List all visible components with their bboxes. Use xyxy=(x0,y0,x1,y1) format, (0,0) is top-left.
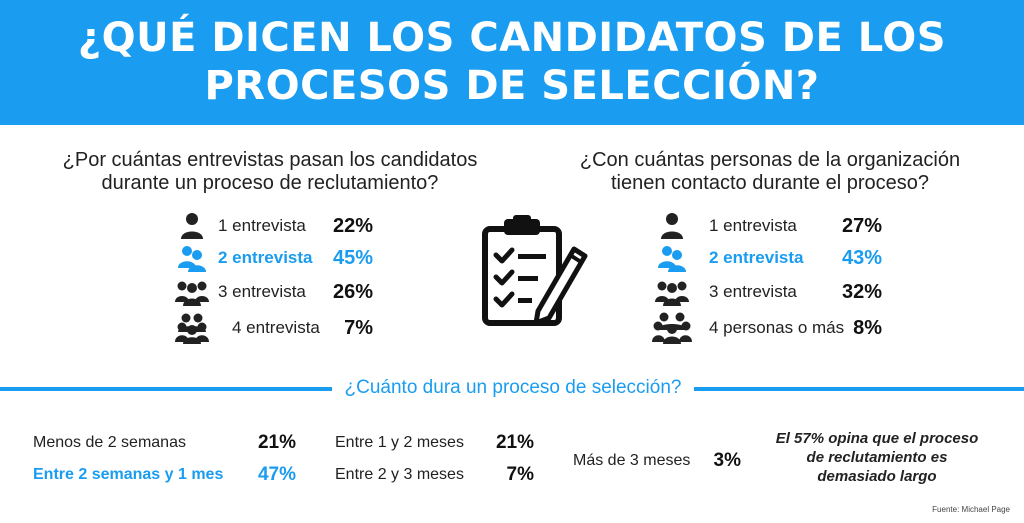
group-people-icon xyxy=(652,312,692,344)
interviews-label-1: 1 entrevista xyxy=(218,216,306,235)
duration-note: El 57% opina que el proceso de reclutami… xyxy=(775,430,979,485)
interviews-value-2: 45% xyxy=(332,247,373,269)
duration-label-3: Entre 1 y 2 meses xyxy=(335,434,464,451)
header-banner: ¿QUÉ DICEN LOS CANDIDATOS DE LOS PROCESO… xyxy=(0,0,1024,125)
duration-value-4: 7% xyxy=(506,464,534,485)
interviews-value-3: 26% xyxy=(332,281,373,303)
interviews-label-2: 2 entrevista xyxy=(218,248,313,267)
contacts-label-3: 3 entrevista xyxy=(709,282,797,301)
duration-value-5: 3% xyxy=(713,450,741,471)
divider-right xyxy=(694,387,1024,391)
duration-label-4: Entre 2 y 3 meses xyxy=(335,466,464,483)
contacts-value-1: 27% xyxy=(841,215,882,237)
page-title: ¿QUÉ DICEN LOS CANDIDATOS DE LOS PROCESO… xyxy=(0,14,1024,110)
contacts-label-1: 1 entrevista xyxy=(709,216,797,235)
title-line-2: PROCESOS DE SELECCIÓN? xyxy=(204,63,820,109)
contacts-label-4: 4 personas o más xyxy=(709,318,845,337)
contacts-value-2: 43% xyxy=(841,247,882,269)
source-credit: Fuente: Michael Page xyxy=(932,505,1010,514)
contacts-value-4: 8% xyxy=(853,317,882,339)
duration-label-1: Menos de 2 semanas xyxy=(33,434,186,451)
two-people-icon xyxy=(652,243,692,273)
interviews-value-4: 7% xyxy=(344,317,373,339)
duration-value-2: 47% xyxy=(257,464,296,485)
interviews-value-1: 22% xyxy=(332,215,373,237)
duration-value-1: 21% xyxy=(257,432,296,453)
person-icon xyxy=(652,211,692,241)
person-icon xyxy=(172,211,212,241)
contacts-question: ¿Con cuántas personas de la organización… xyxy=(579,149,961,194)
duration-label-5: Más de 3 meses xyxy=(573,452,691,469)
contacts-value-3: 32% xyxy=(841,281,882,303)
interviews-question: ¿Por cuántas entrevistas pasan los candi… xyxy=(62,149,478,194)
interviews-label-3: 3 entrevista xyxy=(218,282,306,301)
interviews-label-4: 4 entrevista xyxy=(232,318,320,337)
duration-label-2: Entre 2 semanas y 1 mes xyxy=(33,466,224,483)
clipboard-checklist-icon xyxy=(482,215,588,327)
title-line-1: ¿QUÉ DICEN LOS CANDIDATOS DE LOS xyxy=(77,15,947,61)
three-people-icon xyxy=(172,277,212,307)
two-people-icon xyxy=(172,243,212,273)
three-people-icon xyxy=(652,277,692,307)
duration-question: ¿Cuánto dura un proceso de selección? xyxy=(344,377,682,398)
divider-left xyxy=(0,387,332,391)
contacts-label-2: 2 entrevista xyxy=(709,248,804,267)
four-people-icon xyxy=(172,313,212,344)
duration-value-3: 21% xyxy=(495,432,534,453)
